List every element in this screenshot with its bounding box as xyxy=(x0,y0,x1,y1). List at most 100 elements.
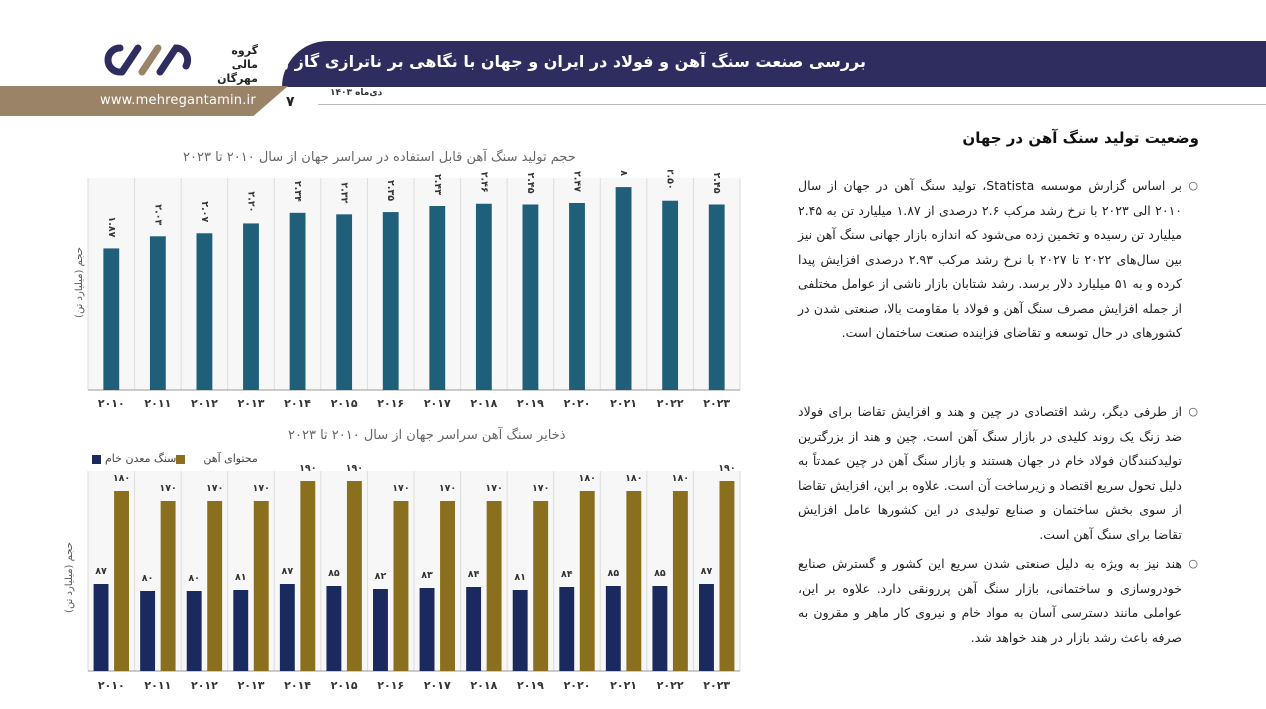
paragraph-2: ○ از طرفی دیگر، رشد اقتصادی در چین و هند… xyxy=(798,400,1198,547)
bar-0-6 xyxy=(373,589,388,671)
data-label-1-10: ۱۸۰ xyxy=(579,473,596,484)
bar-10 xyxy=(569,202,585,390)
data-label-10: ۲.۴۷ xyxy=(572,171,583,192)
data-label-12: ۲.۵۰ xyxy=(665,170,676,190)
page-number: ۷ xyxy=(286,94,295,110)
data-label-0-9: ۸۱ xyxy=(514,572,526,583)
tick-label-4: ۲۰۱۴ xyxy=(284,679,311,692)
bar-11 xyxy=(615,187,632,390)
tick-label-9: ۲۰۱۹ xyxy=(517,679,544,692)
bar-13 xyxy=(708,204,725,390)
bar-0-9 xyxy=(512,590,528,671)
tick-label-3: ۲۰۱۳ xyxy=(238,679,265,692)
data-label-0-1: ۸۰ xyxy=(142,573,154,584)
tick-label-10: ۲۰۲۰ xyxy=(564,397,591,410)
header-divider xyxy=(318,104,1266,105)
bar-0-0 xyxy=(93,584,109,671)
bar-1-12 xyxy=(672,491,688,671)
data-label-1-3: ۱۷۰ xyxy=(253,483,270,494)
chart-2: ۸۷ ۱۸۰ ۲۰۱۰ ۸۰ ۱۷۰ ۲۰۱۱ ۸۰ ۱۷۰ ۲۰۱۲ ۸۱ ۱۷۰ ۲۰۱۳ ۸۷ ۱۹… xyxy=(87,465,741,692)
data-label-0-11: ۸۵ xyxy=(608,568,620,579)
bar-1-10 xyxy=(579,491,595,671)
bar-0-1 xyxy=(140,591,156,671)
bullet-icon: ○ xyxy=(1188,557,1198,570)
report-date: دی‌ماه ۱۴۰۳ xyxy=(330,88,383,98)
data-label-1-6: ۱۷۰ xyxy=(392,483,409,494)
tick-label-11: ۲۰۲۱ xyxy=(610,397,637,410)
bar-1-1 xyxy=(160,501,176,671)
data-label-1-12: ۱۸۰ xyxy=(672,473,689,484)
data-label-6: ۲.۳۵ xyxy=(385,180,396,201)
data-label-1: ۲.۰۳ xyxy=(152,204,163,225)
data-label-4: ۲.۳۴ xyxy=(292,181,303,202)
tick-label-7: ۲۰۱۷ xyxy=(424,679,451,692)
data-label-0-7: ۸۳ xyxy=(421,570,433,581)
paragraph-1-text: بر اساس گزارش موسسه Statista، تولید سنگ … xyxy=(798,178,1182,340)
tick-label-10: ۲۰۲۰ xyxy=(564,679,591,692)
bar-5 xyxy=(336,214,353,390)
bar-1 xyxy=(149,236,166,390)
data-label-5: ۲.۳۲ xyxy=(339,182,350,203)
chart-1-title: حجم تولید سنگ آهن قابل استفاده در سراسر … xyxy=(183,150,576,165)
bullet-icon: ○ xyxy=(1188,179,1198,192)
bar-1-0 xyxy=(114,491,129,671)
bar-1-8 xyxy=(486,501,502,671)
data-label-9: ۲.۴۵ xyxy=(525,173,536,194)
bar-1-13 xyxy=(719,481,735,671)
logo-text-line2: مهرگان xyxy=(217,72,258,85)
tick-label-2: ۲۰۱۲ xyxy=(191,397,218,410)
section-title: وضعیت تولید سنگ آهن در جهان xyxy=(962,129,1199,147)
data-label-11: ۲.۶۸ xyxy=(618,170,629,176)
data-label-0-4: ۸۷ xyxy=(282,566,294,577)
tick-label-12: ۲۰۲۲ xyxy=(657,397,684,410)
data-label-1-13: ۱۹۰ xyxy=(718,465,735,474)
data-label-0-13: ۸۷ xyxy=(701,566,713,577)
bar-4 xyxy=(289,212,306,390)
bar-0-2 xyxy=(186,591,202,671)
tick-label-8: ۲۰۱۸ xyxy=(470,397,497,410)
tick-label-7: ۲۰۱۷ xyxy=(424,397,451,410)
bar-0-13 xyxy=(699,584,714,671)
legend-swatch-ore xyxy=(176,454,186,464)
logo-text: گروه مالی مهرگان xyxy=(204,44,258,86)
paragraph-1: ○ بر اساس گزارش موسسه Statista، تولید سن… xyxy=(798,174,1198,346)
bar-0-3 xyxy=(233,590,249,671)
bar-1-3 xyxy=(253,501,269,671)
data-label-0-8: ۸۴ xyxy=(468,569,480,580)
bar-1-5 xyxy=(346,481,362,671)
paragraph-3: ○ هند نیز به ویژه به دلیل صنعتی شدن سریع… xyxy=(798,552,1198,650)
tick-label-1: ۲۰۱۱ xyxy=(144,397,171,410)
bar-2 xyxy=(196,233,213,390)
data-label-13: ۲.۴۵ xyxy=(711,173,722,194)
logo-icon xyxy=(104,44,192,76)
logo-text-line1: گروه مالی xyxy=(231,44,258,71)
data-label-1-0: ۱۸۰ xyxy=(113,473,130,484)
data-label-1-1: ۱۷۰ xyxy=(159,483,176,494)
data-label-0-6: ۸۲ xyxy=(375,571,387,582)
legend-label-iron: محتوای آهن xyxy=(203,452,258,465)
report-title: بررسی صنعت سنگ آهن و فولاد در ایران و جه… xyxy=(120,52,866,71)
data-label-3: ۲.۲۰ xyxy=(246,191,257,212)
data-label-1-2: ۱۷۰ xyxy=(206,483,223,494)
chart-2-title: ذخایر سنگ آهن سراسر جهان از سال ۲۰۱۰ تا … xyxy=(288,428,566,443)
bar-0-11 xyxy=(605,586,621,671)
data-label-1-4: ۱۹۰ xyxy=(299,465,316,474)
data-label-0-2: ۸۰ xyxy=(188,573,200,584)
data-label-1-5: ۱۹۰ xyxy=(346,465,363,474)
tick-label-6: ۲۰۱۶ xyxy=(377,679,404,692)
paragraph-2-text: از طرفی دیگر، رشد اقتصادی در چین و هند و… xyxy=(798,404,1182,542)
tick-label-3: ۲۰۱۳ xyxy=(238,397,265,410)
data-label-0: ۱.۸۷ xyxy=(106,216,117,237)
data-label-1-11: ۱۸۰ xyxy=(625,473,642,484)
bar-9 xyxy=(522,204,539,390)
bar-0-4 xyxy=(279,584,295,671)
data-label-1-7: ۱۷۰ xyxy=(439,483,456,494)
data-label-1-9: ۱۷۰ xyxy=(532,483,549,494)
tick-label-8: ۲۰۱۸ xyxy=(470,679,497,692)
data-label-8: ۲.۴۶ xyxy=(478,172,489,193)
website-link[interactable]: www.mehregantamin.ir xyxy=(100,93,256,108)
tick-label-12: ۲۰۲۲ xyxy=(657,679,684,692)
data-label-0-0: ۸۷ xyxy=(95,566,107,577)
bar-0-10 xyxy=(559,587,575,671)
bar-1-7 xyxy=(440,501,455,671)
